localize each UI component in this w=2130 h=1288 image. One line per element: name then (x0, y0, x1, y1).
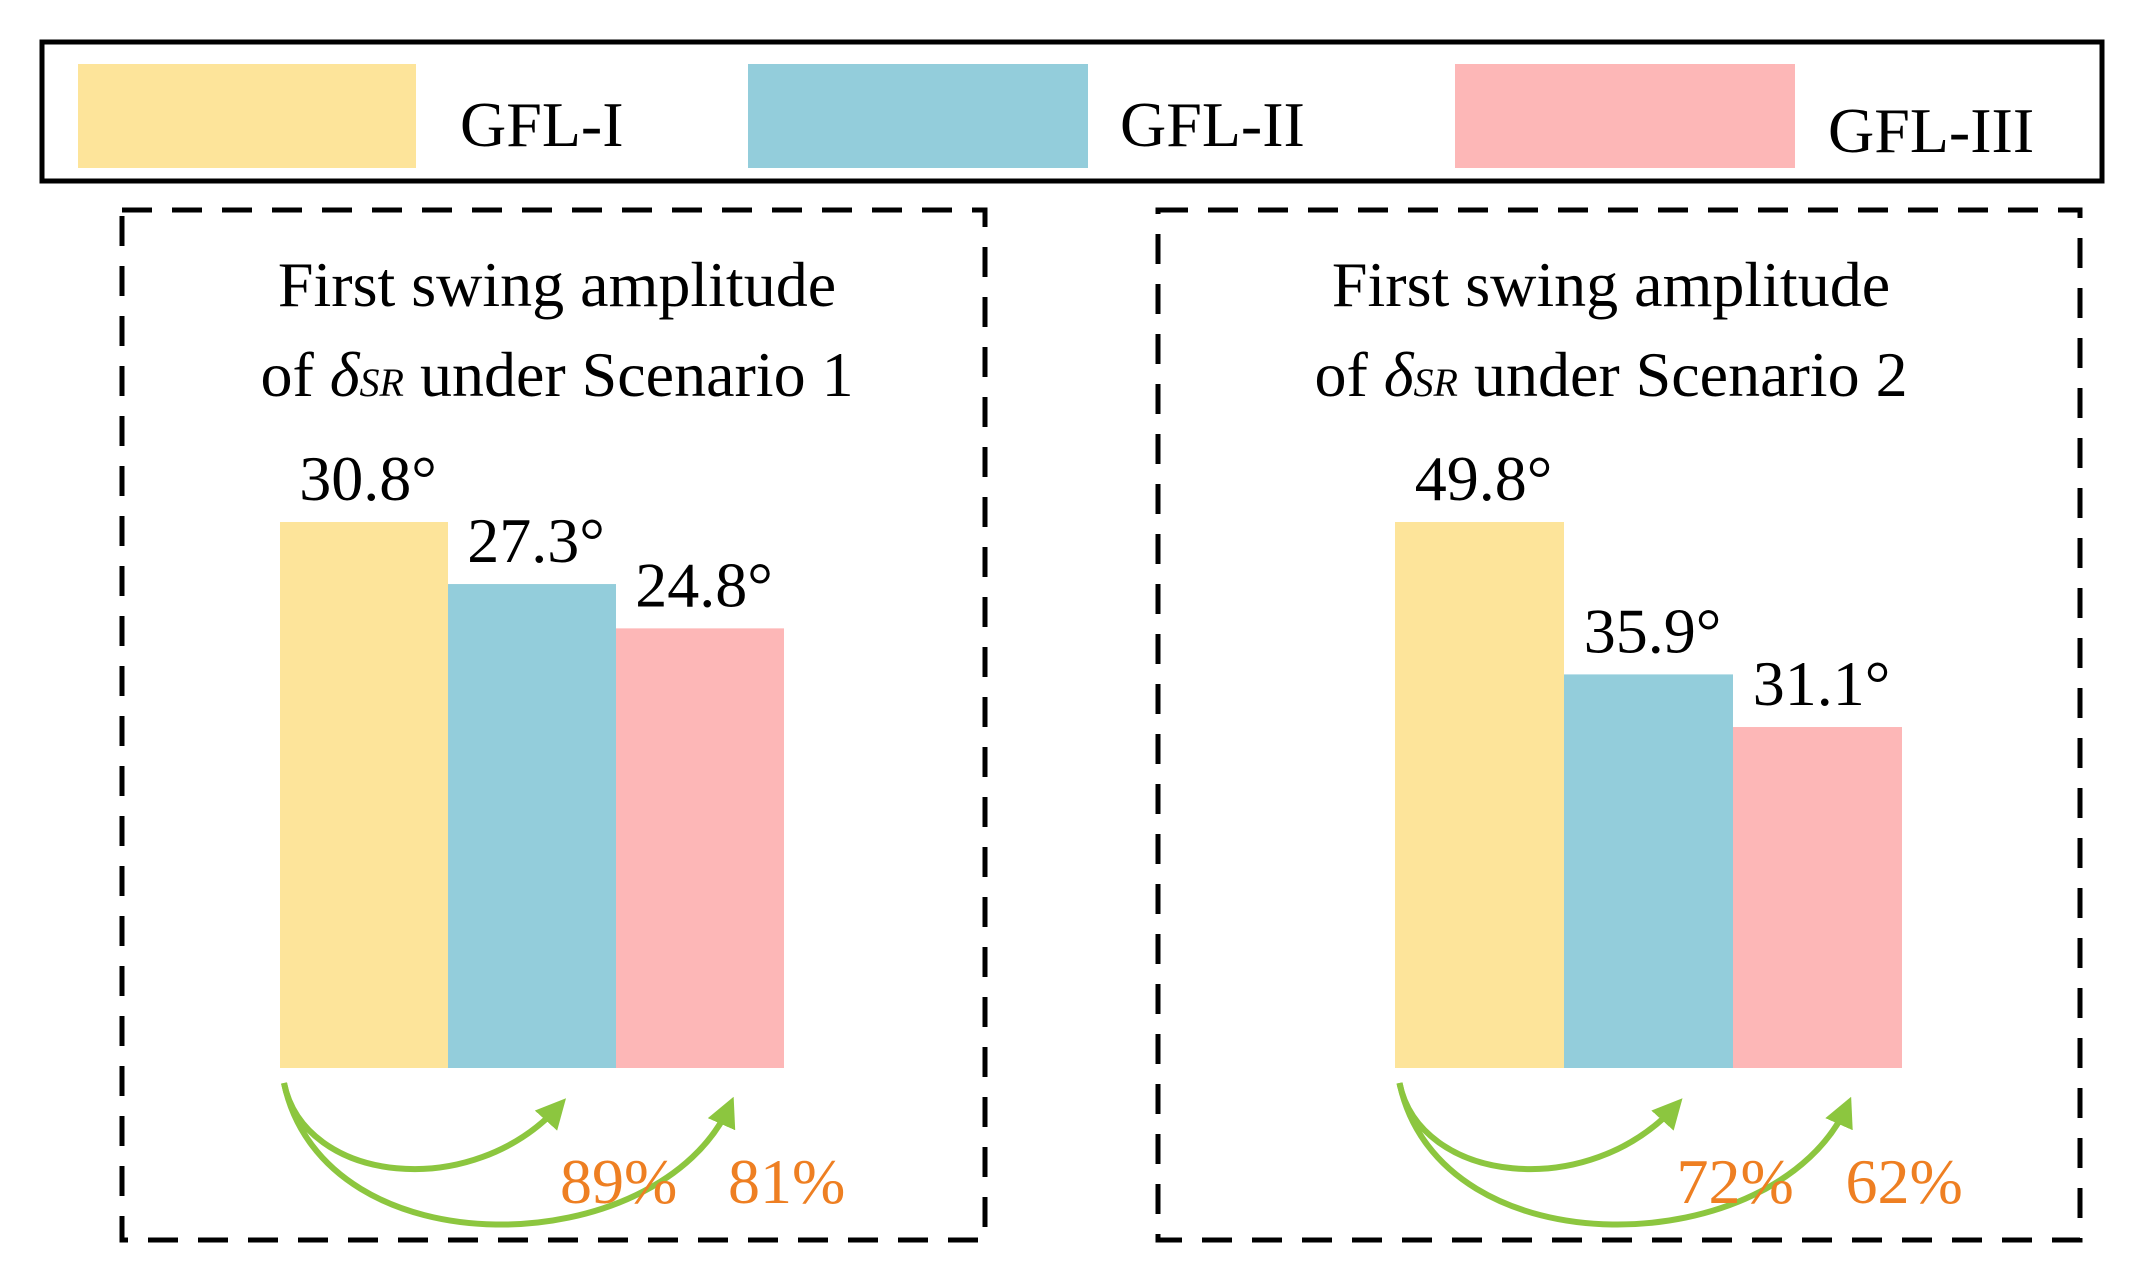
panel-2-dashed-frame (1155, 207, 2083, 1243)
ratio-label-1: 89% (560, 1146, 677, 1217)
bar-gfl-i (280, 522, 448, 1068)
bar-value-label-gfl-i: 30.8° (299, 443, 437, 514)
ratio-arrow-1 (1396, 1082, 1683, 1172)
bar-gfl-iii (1733, 727, 1902, 1068)
legend-label-gfl-ii: GFL-II (1120, 89, 1305, 160)
panel-1-title-line-2: of δSR under Scenario 1 (260, 339, 853, 410)
ratio-label-2: 81% (728, 1146, 845, 1217)
bar-value-label-gfl-iii: 31.1° (1753, 648, 1891, 719)
panel-scenario-2: First swing amplitude of δSR under Scena… (1155, 207, 2083, 1243)
panel-1-title-line-1: First swing amplitude (278, 249, 836, 320)
bar-value-label-gfl-i: 49.8° (1415, 443, 1553, 514)
legend-swatch-gfl-i (78, 64, 416, 168)
bar-gfl-iii (616, 628, 784, 1068)
bar-value-label-gfl-ii: 27.3° (467, 505, 605, 576)
ratio-label-2: 62% (1846, 1146, 1963, 1217)
legend-swatch-gfl-ii (748, 64, 1088, 168)
bar-value-label-gfl-iii: 24.8° (635, 549, 773, 620)
ratio-label-1: 72% (1677, 1146, 1794, 1217)
bar-gfl-ii (1564, 674, 1733, 1068)
panel-1-bars: 30.8° 27.3° 24.8° (280, 443, 784, 1068)
panel-2-ratios: 72% 62% (1396, 1082, 1963, 1228)
ratio-arrow-2 (1396, 1082, 1853, 1228)
panel-scenario-1: First swing amplitude of δSR under Scena… (119, 207, 988, 1243)
ratio-arrow-2 (281, 1082, 736, 1228)
legend: GFL-I GFL-II GFL-III (39, 39, 2105, 184)
panel-1-dashed-frame (119, 207, 988, 1243)
legend-label-gfl-iii: GFL-III (1828, 95, 2034, 166)
legend-frame (39, 39, 2105, 184)
bar-value-label-gfl-ii: 35.9° (1584, 595, 1722, 666)
panel-2-title-line-1: First swing amplitude (1332, 249, 1890, 320)
bar-gfl-ii (448, 584, 616, 1068)
panel-2-title-line-2: of δSR under Scenario 2 (1314, 339, 1907, 410)
legend-swatch-gfl-iii (1455, 64, 1795, 168)
legend-label-gfl-i: GFL-I (460, 89, 624, 160)
bar-gfl-i (1395, 522, 1564, 1068)
ratio-arrow-1 (281, 1082, 567, 1172)
panel-1-ratios: 89% 81% (281, 1082, 845, 1228)
panel-2-bars: 49.8° 35.9° 31.1° (1395, 443, 1902, 1068)
